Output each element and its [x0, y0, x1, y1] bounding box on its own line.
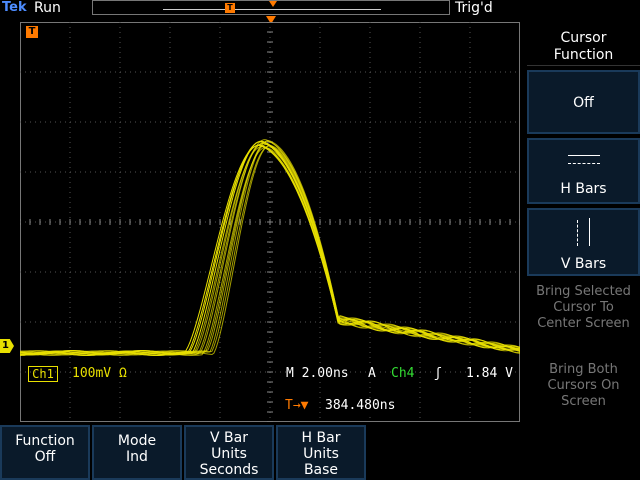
v-bar-units-line3: Seconds	[199, 462, 259, 478]
h-bar-units-line3: Base	[303, 462, 339, 478]
trigger-position-prefix: T→▼	[285, 398, 309, 413]
h-bar-units-line1: H Bar	[301, 430, 341, 446]
side-menu-title: Cursor Function	[527, 26, 640, 66]
trigger-source-prefix: A	[368, 366, 376, 381]
record-window-line	[163, 9, 381, 10]
brand-logo: Tek	[2, 0, 27, 15]
v-bar-units-button[interactable]: V Bar Units Seconds	[184, 425, 274, 480]
h-bar-units-line2: Units	[303, 446, 339, 462]
ch1-trace-sweep	[20, 144, 520, 356]
bring-selected-cursor-label: Bring Selected Cursor To Center Screen	[536, 284, 631, 331]
ch1-trace-sweep	[20, 139, 520, 356]
function-off-button[interactable]: Function Off	[0, 425, 90, 480]
cursor-off-label: Off	[573, 95, 594, 111]
bring-both-cursors-label: Bring Both Cursors On Screen	[547, 362, 620, 409]
h-bars-label: H Bars	[560, 181, 607, 197]
h-bars-button[interactable]: H Bars	[527, 138, 640, 204]
record-view-bar: T	[92, 0, 450, 15]
trigger-position-arrow[interactable]	[266, 16, 276, 24]
bring-both-cursors-button[interactable]: Bring Both Cursors On Screen	[527, 362, 640, 412]
trigger-channel-readout: Ch4	[391, 366, 415, 381]
volts-per-div-readout: 100mV Ω	[72, 366, 127, 381]
function-off-line2: Off	[34, 449, 56, 465]
mode-ind-button[interactable]: Mode Ind	[92, 425, 182, 480]
cursor-off-button[interactable]: Off	[527, 70, 640, 134]
v-bars-icon	[569, 218, 599, 248]
side-menu-title-text: Cursor Function	[553, 30, 614, 63]
trigger-position-readout: 384.480ns	[325, 398, 396, 413]
h-bars-icon	[567, 155, 600, 165]
v-bars-label: V Bars	[560, 256, 607, 272]
trigger-slope-icon: ʃ	[434, 366, 442, 381]
record-trigger-marker: T	[225, 3, 235, 13]
waveform-display	[20, 22, 520, 422]
trigger-level-readout: 1.84 V	[466, 366, 513, 381]
ch1-waveform	[20, 139, 520, 356]
v-bars-button[interactable]: V Bars	[527, 208, 640, 276]
mode-ind-line1: Mode	[117, 433, 157, 449]
channel-label: Ch1	[28, 366, 58, 382]
trigger-level-marker[interactable]: T	[26, 26, 38, 38]
h-bar-units-button[interactable]: H Bar Units Base	[276, 425, 366, 480]
bring-selected-cursor-button[interactable]: Bring Selected Cursor To Center Screen	[527, 284, 640, 350]
ch1-ground-marker[interactable]: 1	[0, 339, 14, 353]
acquisition-state: Run	[34, 0, 61, 16]
status-bar: Tek Run T Trig'd	[0, 0, 640, 18]
mode-ind-line2: Ind	[126, 449, 148, 465]
v-bar-units-line2: Units	[211, 446, 247, 462]
trigger-state: Trig'd	[455, 0, 493, 16]
timebase-readout: M 2.00ns	[286, 366, 349, 381]
function-off-line1: Function	[15, 433, 75, 449]
v-bar-units-line1: V Bar	[210, 430, 248, 446]
record-center-marker	[269, 1, 277, 7]
